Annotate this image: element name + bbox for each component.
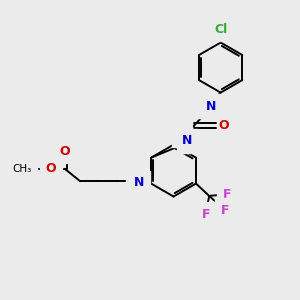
Text: H: H xyxy=(178,132,187,142)
Text: N: N xyxy=(134,176,145,189)
Text: H: H xyxy=(131,172,140,182)
Text: H: H xyxy=(200,103,209,113)
Text: N: N xyxy=(182,134,193,147)
Text: F: F xyxy=(202,208,211,221)
Text: O: O xyxy=(219,119,229,132)
Text: N: N xyxy=(206,100,216,113)
Text: F: F xyxy=(223,188,231,201)
Text: O: O xyxy=(45,162,56,175)
Text: O: O xyxy=(59,145,70,158)
Text: CH₃: CH₃ xyxy=(13,164,32,174)
Text: F: F xyxy=(221,204,230,217)
Text: Cl: Cl xyxy=(214,23,228,36)
